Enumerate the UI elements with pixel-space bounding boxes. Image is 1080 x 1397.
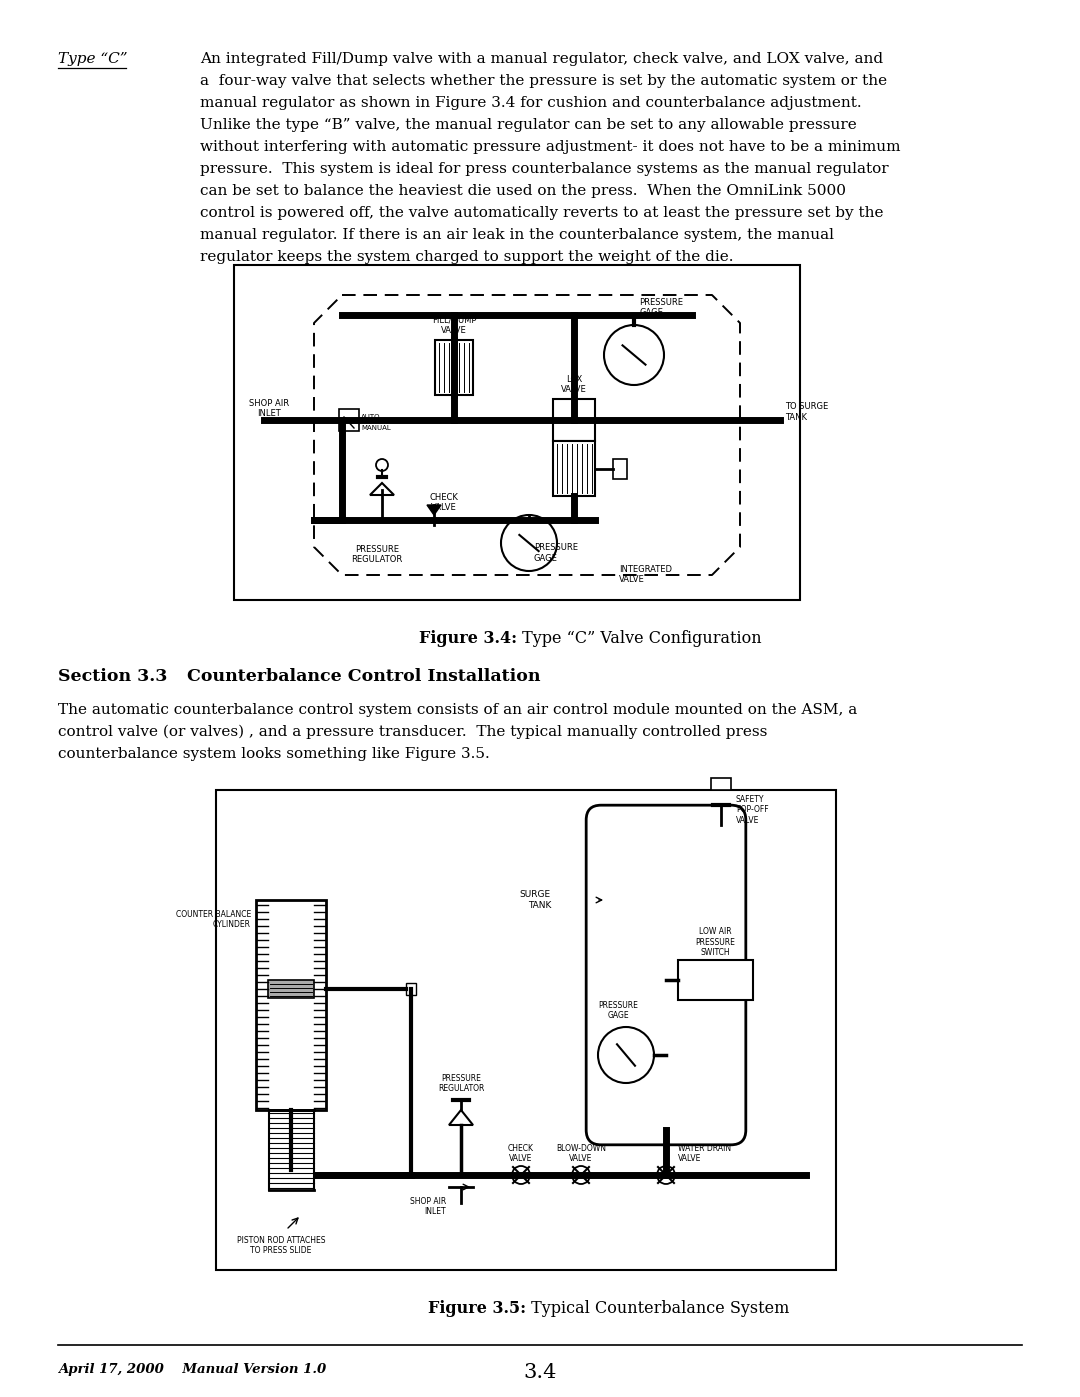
Text: Type “C” Valve Configuration: Type “C” Valve Configuration [517,630,761,647]
Polygon shape [427,504,441,515]
Text: pressure.  This system is ideal for press counterbalance systems as the manual r: pressure. This system is ideal for press… [200,162,889,176]
Text: Figure 3.4:: Figure 3.4: [419,630,517,647]
Text: INTEGRATED
VALVE: INTEGRATED VALVE [619,564,672,584]
Bar [268,981,314,997]
Text: control valve (or valves) , and a pressure transducer.  The typical manually con: control valve (or valves) , and a pressu… [58,725,768,739]
Text: BLOW-DOWN
VALVE: BLOW-DOWN VALVE [556,1144,606,1162]
Text: Typical Counterbalance System: Typical Counterbalance System [526,1301,789,1317]
Text: manual regulator. If there is an air leak in the counterbalance system, the manu: manual regulator. If there is an air lea… [200,228,834,242]
Text: without interfering with automatic pressure adjustment- it does not have to be a: without interfering with automatic press… [200,140,901,154]
Text: Type “C”: Type “C” [58,52,127,66]
Text: manual regulator as shown in Figure 3.4 for cushion and counterbalance adjustmen: manual regulator as shown in Figure 3.4 … [200,96,862,110]
Text: 3.4: 3.4 [524,1363,556,1382]
Bar [553,441,595,496]
Text: a  four-way valve that selects whether the pressure is set by the automatic syst: a four-way valve that selects whether th… [200,74,887,88]
Text: LOX
VALVE: LOX VALVE [562,374,586,394]
Text: CHECK
VALVE: CHECK VALVE [508,1144,534,1162]
Text: SURGE
TANK: SURGE TANK [519,890,551,909]
Text: COUNTER BALANCE
CYLINDER: COUNTER BALANCE CYLINDER [176,909,251,929]
Bar [553,400,595,441]
Bar [256,900,326,1111]
Text: AUTO: AUTO [361,414,380,420]
Text: PRESSURE
REGULATOR: PRESSURE REGULATOR [437,1074,484,1092]
Bar [613,458,627,479]
FancyBboxPatch shape [586,805,746,1144]
Text: Unlike the type “B” valve, the manual regulator can be set to any allowable pres: Unlike the type “B” valve, the manual re… [200,117,856,131]
Text: TO SURGE
TANK: TO SURGE TANK [785,402,828,422]
Text: WATER DRAIN
VALVE: WATER DRAIN VALVE [678,1144,731,1162]
Text: PRESSURE
GAGE: PRESSURE GAGE [598,1000,638,1020]
Text: CHECK
VALVE: CHECK VALVE [430,493,458,511]
Bar [435,339,473,395]
Text: The automatic counterbalance control system consists of an air control module mo: The automatic counterbalance control sys… [58,703,858,717]
Text: MANUAL: MANUAL [361,425,391,432]
Text: PRESSURE
REGULATOR: PRESSURE REGULATOR [351,545,403,564]
Text: LOW AIR
PRESSURE
SWITCH: LOW AIR PRESSURE SWITCH [696,928,735,957]
Text: SAFETY
POP-OFF
VALVE: SAFETY POP-OFF VALVE [735,795,769,824]
Bar [339,409,359,432]
Text: Section 3.3: Section 3.3 [58,668,167,685]
Bar [406,983,416,995]
Text: FILL/DUMP
VALVE: FILL/DUMP VALVE [432,316,476,335]
Bar [678,960,753,1000]
Text: Figure 3.5:: Figure 3.5: [428,1301,526,1317]
Text: regulator keeps the system charged to support the weight of the die.: regulator keeps the system charged to su… [200,250,733,264]
Text: SHOP AIR
INLET: SHOP AIR INLET [248,398,289,418]
Text: Counterbalance Control Installation: Counterbalance Control Installation [163,668,540,685]
Text: April 17, 2000    Manual Version 1.0: April 17, 2000 Manual Version 1.0 [58,1363,326,1376]
Text: counterbalance system looks something like Figure 3.5.: counterbalance system looks something li… [58,747,489,761]
Bar [216,789,836,1270]
Text: An integrated Fill/Dump valve with a manual regulator, check valve, and LOX valv: An integrated Fill/Dump valve with a man… [200,52,883,66]
Text: PISTON ROD ATTACHES
TO PRESS SLIDE: PISTON ROD ATTACHES TO PRESS SLIDE [237,1235,325,1255]
Bar [711,778,731,789]
Text: control is powered off, the valve automatically reverts to at least the pressure: control is powered off, the valve automa… [200,205,883,219]
Bar [234,265,800,599]
Text: SHOP AIR
INLET: SHOP AIR INLET [409,1197,446,1217]
Text: PRESSURE
GAGE: PRESSURE GAGE [639,298,683,317]
Text: PRESSURE
GAGE: PRESSURE GAGE [534,543,578,563]
Text: can be set to balance the heaviest die used on the press.  When the OmniLink 500: can be set to balance the heaviest die u… [200,184,846,198]
